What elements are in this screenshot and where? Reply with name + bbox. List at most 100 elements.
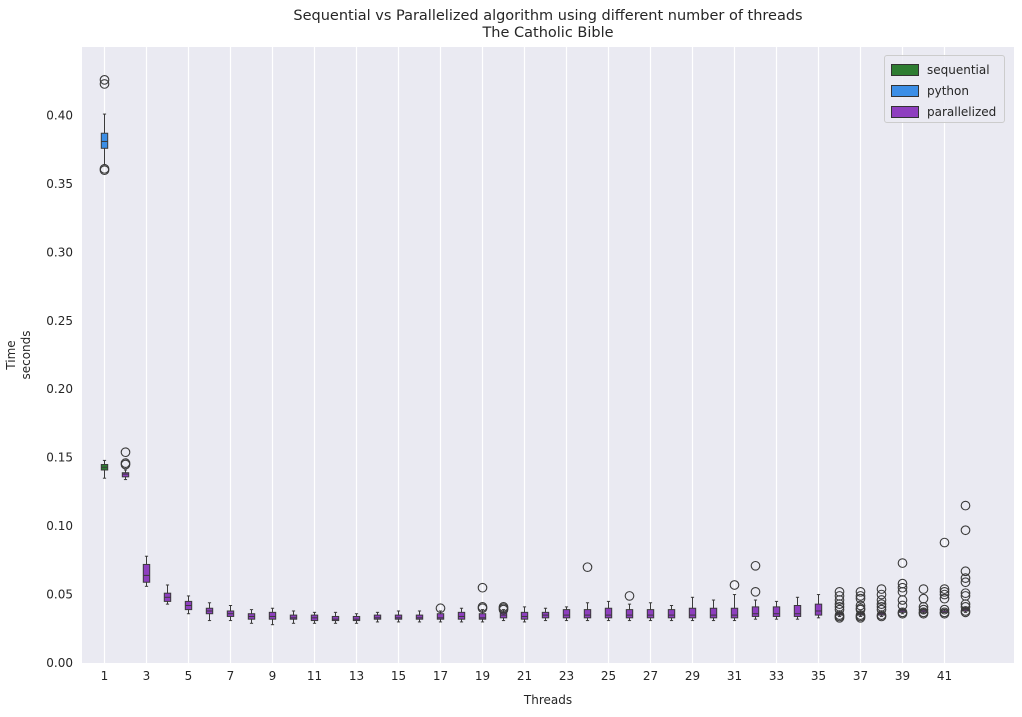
x-tick-label: 27 — [643, 669, 658, 683]
legend-swatch-parallelized — [891, 105, 919, 118]
box-parallelized — [793, 605, 802, 617]
legend-label-parallelized: parallelized — [927, 104, 997, 119]
box-flier — [897, 582, 908, 593]
box-flier — [939, 593, 950, 604]
y-tick-label: 0.30 — [46, 245, 73, 259]
box-flier — [939, 608, 950, 619]
x-tick-label: 25 — [601, 669, 616, 683]
plot-background — [82, 47, 1014, 663]
box-parallelized — [604, 607, 613, 619]
box-flier — [876, 611, 887, 622]
legend-item-python: python — [891, 80, 998, 101]
box-flier — [120, 459, 131, 470]
box-flier — [960, 577, 971, 588]
y-axis-label: Time — [4, 340, 18, 370]
x-tick-label: 35 — [811, 669, 826, 683]
x-tick-label: 13 — [349, 669, 364, 683]
box-flier — [120, 447, 131, 458]
box-flier — [477, 603, 488, 614]
box-flier — [750, 586, 761, 597]
box-flier — [960, 607, 971, 618]
y-tick-label: 0.40 — [46, 108, 73, 122]
legend-swatch-sequential — [891, 63, 919, 76]
x-tick-label: 17 — [433, 669, 448, 683]
box-flier — [750, 560, 761, 571]
box-flier — [939, 589, 950, 600]
box-parallelized — [268, 611, 277, 620]
y-axis-label: seconds — [19, 330, 33, 379]
chart-title: Sequential vs Parallelized algorithm usi… — [293, 8, 803, 24]
box-parallelized — [562, 609, 571, 619]
y-tick-label: 0.35 — [46, 177, 73, 191]
box-flier — [834, 595, 845, 605]
x-tick-label: 19 — [475, 669, 490, 683]
box-flier — [99, 165, 110, 176]
box-parallelized — [646, 609, 655, 619]
box-parallelized — [814, 603, 823, 616]
box-parallelized — [436, 613, 445, 620]
box-flier — [939, 586, 950, 597]
box-flier — [876, 604, 887, 615]
box-flier — [960, 500, 971, 511]
box-parallelized — [709, 607, 718, 619]
x-tick-label: 39 — [895, 669, 910, 683]
x-tick-label: 3 — [143, 669, 151, 683]
box-parallelized — [121, 472, 130, 478]
box-flier — [876, 599, 887, 609]
x-tick-label: 31 — [727, 669, 742, 683]
box-flier — [918, 608, 929, 619]
box-flier — [960, 566, 971, 577]
box-flier — [939, 604, 950, 615]
box-flier — [582, 562, 593, 573]
box-flier — [498, 604, 509, 615]
x-tick-label: 11 — [307, 669, 322, 683]
y-tick-label: 0.25 — [46, 314, 73, 328]
x-tick-label: 33 — [769, 669, 784, 683]
x-axis-label: Threads — [523, 693, 572, 707]
x-tick-label: 41 — [937, 669, 952, 683]
box-parallelized — [142, 563, 151, 583]
x-tick-label: 15 — [391, 669, 406, 683]
box-flier — [99, 75, 110, 85]
box-parallelized — [583, 609, 592, 619]
legend-swatch-python — [891, 84, 919, 97]
box-flier — [960, 573, 971, 583]
x-tick-label: 37 — [853, 669, 868, 683]
box-parallelized — [373, 614, 382, 620]
y-tick-label: 0.20 — [46, 382, 73, 396]
box-parallelized — [730, 607, 739, 619]
box-parallelized — [457, 611, 466, 620]
box-parallelized — [667, 609, 676, 619]
box-flier — [729, 580, 740, 590]
box-parallelized — [415, 614, 424, 620]
box-flier — [939, 537, 950, 548]
box-flier — [876, 584, 887, 594]
box-flier — [834, 599, 845, 609]
box-flier — [435, 603, 446, 614]
y-tick-label: 0.15 — [46, 451, 73, 465]
box-flier — [477, 582, 488, 593]
chart-legend: sequential python parallelized — [884, 55, 1005, 123]
box-flier — [855, 593, 866, 604]
box-flier — [918, 604, 929, 615]
box-flier — [897, 608, 908, 619]
box-flier — [960, 602, 971, 612]
x-tick-label: 21 — [517, 669, 532, 683]
box-parallelized — [289, 614, 298, 620]
box-flier — [939, 584, 950, 594]
x-tick-label: 1 — [101, 669, 109, 683]
box-flier — [876, 589, 887, 600]
y-tick-label: 0.10 — [46, 519, 73, 533]
box-flier — [624, 591, 635, 601]
box-flier — [855, 612, 866, 623]
legend-label-python: python — [927, 83, 969, 98]
box-parallelized — [352, 615, 361, 622]
box-parallelized — [478, 613, 487, 620]
y-tick-label: 0.05 — [46, 588, 73, 602]
x-tick-label: 9 — [269, 669, 277, 683]
legend-item-parallelized: parallelized — [891, 101, 998, 122]
legend-label-sequential: sequential — [927, 62, 990, 77]
x-tick-label: 29 — [685, 669, 700, 683]
y-tick-label: 0.00 — [46, 656, 73, 670]
